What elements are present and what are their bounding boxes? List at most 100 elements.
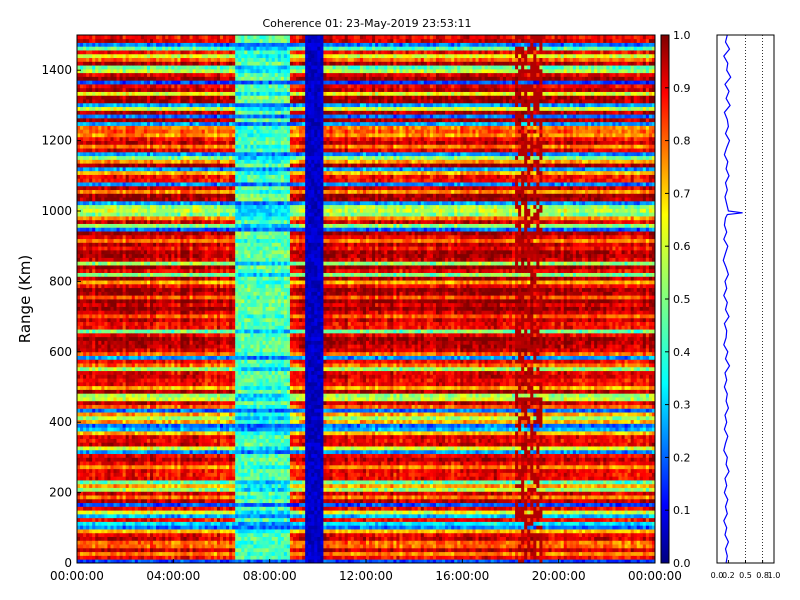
heatmap-cell: [86, 446, 89, 450]
heatmap-cell: [83, 159, 86, 163]
heatmap-cell: [98, 163, 101, 167]
heatmap-cell: [95, 514, 98, 518]
heatmap-cell: [92, 303, 95, 307]
heatmap-cell: [95, 416, 98, 420]
heatmap-cell: [77, 552, 80, 556]
heatmap-cell: [89, 518, 92, 522]
heatmap-cell: [95, 99, 98, 103]
heatmap-cell: [86, 310, 89, 314]
heatmap-cell: [92, 133, 95, 137]
heatmap-cell: [77, 397, 80, 401]
heatmap-cell: [77, 126, 80, 130]
heatmap-cell: [80, 431, 83, 435]
heatmap-cell: [98, 420, 101, 424]
heatmap-cell: [101, 540, 104, 544]
heatmap-cell: [98, 431, 101, 435]
heatmap-cell: [101, 374, 104, 378]
heatmap-cell: [86, 273, 89, 277]
heatmap-cell: [92, 50, 95, 54]
heatmap-cell: [92, 242, 95, 246]
heatmap-cell: [80, 352, 83, 356]
heatmap-cell: [89, 374, 92, 378]
heatmap-cell: [86, 178, 89, 182]
heatmap-cell: [92, 499, 95, 503]
heatmap-cell: [80, 533, 83, 537]
heatmap-cell: [89, 114, 92, 118]
heatmap-cell: [89, 110, 92, 114]
heatmap-cell: [92, 92, 95, 96]
heatmap-cell: [77, 416, 80, 420]
heatmap-cell: [80, 544, 83, 548]
heatmap-cell: [80, 159, 83, 163]
heatmap-cell: [77, 340, 80, 344]
heatmap-cell: [95, 258, 98, 262]
heatmap-cell: [98, 80, 101, 84]
heatmap-cell: [86, 333, 89, 337]
heatmap-cell: [83, 518, 86, 522]
heatmap-cell: [101, 499, 104, 503]
heatmap-cell: [95, 431, 98, 435]
heatmap-cell: [86, 118, 89, 122]
heatmap-cell: [77, 178, 80, 182]
heatmap-cell: [77, 457, 80, 461]
heatmap-cell: [92, 144, 95, 148]
heatmap-cell: [83, 408, 86, 412]
heatmap-cell: [98, 61, 101, 65]
heatmap-cell: [83, 359, 86, 363]
heatmap-cell: [92, 359, 95, 363]
heatmap-cell: [95, 537, 98, 541]
heatmap-cell: [98, 114, 101, 118]
heatmap-cell: [98, 208, 101, 212]
heatmap-cell: [92, 239, 95, 243]
heatmap-cell: [89, 397, 92, 401]
heatmap-cell: [77, 220, 80, 224]
heatmap-cell: [92, 103, 95, 107]
heatmap-cell: [95, 46, 98, 50]
heatmap-cell: [83, 276, 86, 280]
heatmap-cell: [83, 76, 86, 80]
heatmap-cell: [98, 284, 101, 288]
heatmap-cell: [80, 246, 83, 250]
heatmap-cell: [95, 284, 98, 288]
heatmap-cell: [80, 288, 83, 292]
heatmap-cell: [92, 307, 95, 311]
heatmap-cell: [92, 95, 95, 99]
heatmap-cell: [101, 503, 104, 507]
heatmap-cell: [80, 61, 83, 65]
heatmap-cell: [86, 235, 89, 239]
heatmap-cell: [98, 190, 101, 194]
heatmap-cell: [92, 295, 95, 299]
heatmap-cell: [92, 537, 95, 541]
heatmap-cell: [86, 397, 89, 401]
heatmap-cell: [80, 95, 83, 99]
heatmap-cell: [92, 280, 95, 284]
heatmap-cell: [101, 518, 104, 522]
heatmap-cell: [95, 227, 98, 231]
heatmap-cell: [98, 367, 101, 371]
heatmap-cell: [80, 386, 83, 390]
heatmap-cell: [86, 242, 89, 246]
heatmap-cell: [95, 503, 98, 507]
heatmap-cell: [101, 450, 104, 454]
heatmap-cell: [92, 363, 95, 367]
heatmap-cell: [89, 412, 92, 416]
heatmap-cell: [98, 186, 101, 190]
heatmap-cell: [83, 261, 86, 265]
heatmap-cell: [80, 344, 83, 348]
heatmap-cell: [77, 224, 80, 228]
heatmap-cell: [86, 190, 89, 194]
heatmap-cell: [89, 439, 92, 443]
heatmap-cell: [77, 544, 80, 548]
heatmap-cell: [95, 405, 98, 409]
heatmap-cell: [92, 491, 95, 495]
heatmap-cell: [98, 299, 101, 303]
heatmap-cell: [83, 322, 86, 326]
heatmap-cell: [89, 178, 92, 182]
heatmap-cell: [92, 337, 95, 341]
heatmap-cell: [95, 393, 98, 397]
heatmap-cell: [80, 454, 83, 458]
heatmap-cell: [77, 374, 80, 378]
heatmap-cell: [92, 265, 95, 269]
heatmap-cell: [98, 254, 101, 258]
heatmap-cell: [77, 205, 80, 209]
